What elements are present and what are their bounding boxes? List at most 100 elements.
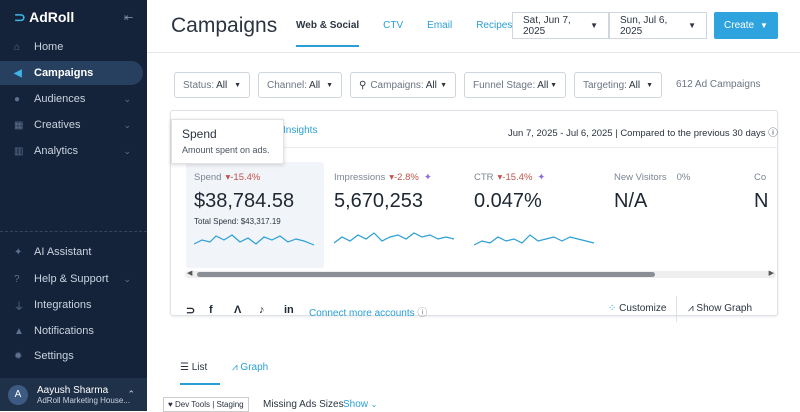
metric-delta: -15.4% [502, 172, 533, 183]
filter-value: All [216, 79, 228, 91]
channel-filter[interactable]: Channel: All ▼ [258, 72, 342, 98]
metric-ctr[interactable]: CTR ▾-15.4% ✦ 0.047% [466, 162, 604, 268]
metric-label: Co [754, 172, 767, 183]
show-toggle[interactable]: Show ⌄ [343, 399, 378, 410]
nav-label: Analytics [34, 145, 79, 157]
metric-value: 0.047% [474, 190, 542, 212]
scrollbar-thumb[interactable] [197, 272, 655, 277]
campaign-count: 612 Ad Campaigns [676, 79, 761, 90]
nav-label: Audiences [34, 93, 86, 105]
scroll-left-icon[interactable]: ◀ [187, 270, 193, 277]
collapse-sidebar-icon[interactable]: ⇤ [124, 12, 134, 24]
tooltip-title: Spend [182, 127, 217, 141]
metric-label: CTR [474, 172, 494, 183]
user-name: Aayush Sharma [37, 384, 109, 396]
tooltip-text: Amount spent on ads. [182, 145, 270, 155]
graph-icon: ⩘ [232, 362, 238, 373]
adroll-icon[interactable]: ⊃ [186, 305, 196, 317]
caret-down-icon: ▼ [646, 81, 653, 89]
tab-recipes[interactable]: Recipes [476, 20, 513, 31]
metric-new-visitors[interactable]: New Visitors 0% N/A [606, 162, 744, 268]
metric-value: $38,784.58 [194, 190, 295, 212]
caret-down-icon: ▼ [760, 21, 768, 30]
google-ads-icon[interactable]: Λ [234, 304, 242, 316]
caret-down-icon: ▼ [234, 81, 241, 89]
tiktok-icon[interactable]: ♪ [259, 304, 265, 316]
tab-list[interactable]: ☰ List [180, 362, 220, 385]
customize-button[interactable]: ⁘ Customize [608, 303, 666, 314]
delta-down: ▾-15.4% [497, 172, 533, 183]
channel-tabs: Web & Social CTV Email Recipes [296, 20, 536, 47]
sparkle-icon[interactable]: ✦ [423, 172, 432, 183]
targeting-filter[interactable]: Targeting: All ▼ [574, 72, 662, 98]
tab-graph[interactable]: ⩘ Graph [232, 362, 268, 373]
start-date-picker[interactable]: Sat, Jun 7, 2025 ▼ [512, 12, 609, 39]
avatar: A [8, 384, 28, 405]
divider [676, 296, 677, 322]
metric-label: Spend [194, 172, 222, 183]
facebook-icon[interactable]: f [209, 304, 213, 316]
nav-label: Settings [34, 350, 74, 362]
impressions-sparkline [333, 232, 455, 244]
metric-label: Impressions [334, 172, 386, 183]
filter-label: Channel: [267, 79, 308, 91]
metric-value: N/A [614, 190, 648, 212]
show-graph-button[interactable]: ⩘ Show Graph [688, 303, 752, 314]
metric-partial[interactable]: Co N [746, 162, 778, 268]
nav-label: AI Assistant [34, 246, 92, 258]
metric-spend[interactable]: Spend ▾-15.4% $38,784.58 Total Spend: $43… [186, 162, 324, 268]
chevron-down-icon: ⌄ [123, 93, 131, 104]
chart-icon: ▥ [14, 145, 24, 157]
metric-label: New Visitors [614, 172, 667, 183]
sidebar-item-integrations[interactable]: ⏚ Integrations [0, 293, 143, 317]
scroll-right-icon[interactable]: ▶ [768, 270, 774, 277]
linkedin-icon[interactable]: in [284, 304, 294, 316]
list-icon: ☰ [180, 362, 189, 373]
chevron-down-icon: ⌄ [123, 145, 131, 156]
sidebar-item-ai-assistant[interactable]: ✦ AI Assistant [0, 240, 143, 264]
status-filter[interactable]: Status: All ▼ [174, 72, 250, 98]
tab-ctv[interactable]: CTV [383, 20, 404, 31]
end-date-picker[interactable]: Sun, Jul 6, 2025 ▼ [609, 12, 707, 39]
grid-icon: ▦ [14, 119, 24, 131]
tab-email[interactable]: Email [427, 20, 453, 31]
user-menu[interactable]: A Aayush Sharma AdRoll Marketing House...… [0, 378, 147, 411]
sidebar-item-audiences[interactable]: ● Audiences ⌄ [0, 87, 143, 111]
create-label: Create [724, 20, 755, 31]
create-button[interactable]: Create ▼ [714, 12, 778, 39]
sidebar-item-settings[interactable]: ✹ Settings [0, 344, 143, 368]
insights-link[interactable]: Insights [283, 125, 318, 136]
sparkle-icon[interactable]: ✦ [537, 172, 546, 183]
campaigns-filter[interactable]: ⚲ Campaigns: All ▼ [350, 72, 456, 98]
info-icon[interactable]: ⓘ [417, 308, 428, 319]
tab-web-social[interactable]: Web & Social [296, 20, 360, 47]
sidebar: ⊃ AdRoll ⇤ ⌂ Home ◀ Campaigns ● Audiences ⌄ … [0, 0, 147, 411]
plug-icon: ⏚ [14, 301, 24, 313]
chevron-down-icon: ⌄ [123, 273, 131, 284]
metrics-scrollbar[interactable]: ◀ ▶ [185, 270, 776, 278]
metric-value: N [754, 190, 769, 212]
info-icon[interactable]: ⓘ [768, 128, 778, 139]
metric-delta: -2.8% [394, 172, 419, 183]
chevron-down-icon: ⌄ [123, 119, 131, 130]
sidebar-item-help[interactable]: ? Help & Support ⌄ [0, 267, 143, 291]
graph-label: Graph [240, 362, 269, 373]
connect-accounts-link[interactable]: Connect more accounts ⓘ [309, 304, 427, 319]
metric-impressions[interactable]: Impressions ▾-2.8% ✦ 5,670,253 [326, 162, 464, 268]
sidebar-item-notifications[interactable]: ▲ Notifications [0, 319, 143, 343]
delta-down: ▾-2.8% [389, 172, 419, 183]
sidebar-item-analytics[interactable]: ▥ Analytics ⌄ [0, 139, 143, 163]
sidebar-item-campaigns[interactable]: ◀ Campaigns [0, 61, 143, 85]
sidebar-item-home[interactable]: ⌂ Home [0, 35, 143, 59]
sidebar-item-creatives[interactable]: ▦ Creatives ⌄ [0, 113, 143, 137]
missing-ads-sizes: Missing Ads Sizes [263, 399, 344, 410]
adroll-logo[interactable]: ⊃ AdRoll [14, 9, 75, 25]
dev-tools-badge[interactable]: ♥ Dev Tools | Staging [163, 397, 249, 412]
chevron-up-icon: ⌃ [127, 389, 135, 399]
caret-down-icon: ▼ [550, 81, 557, 89]
caret-down-icon: ▼ [440, 81, 447, 89]
filter-label: Status: [183, 79, 215, 91]
funnel-stage-filter[interactable]: Funnel Stage: All ▼ [464, 72, 566, 98]
nav-label: Integrations [34, 299, 92, 311]
header-divider [147, 52, 800, 53]
